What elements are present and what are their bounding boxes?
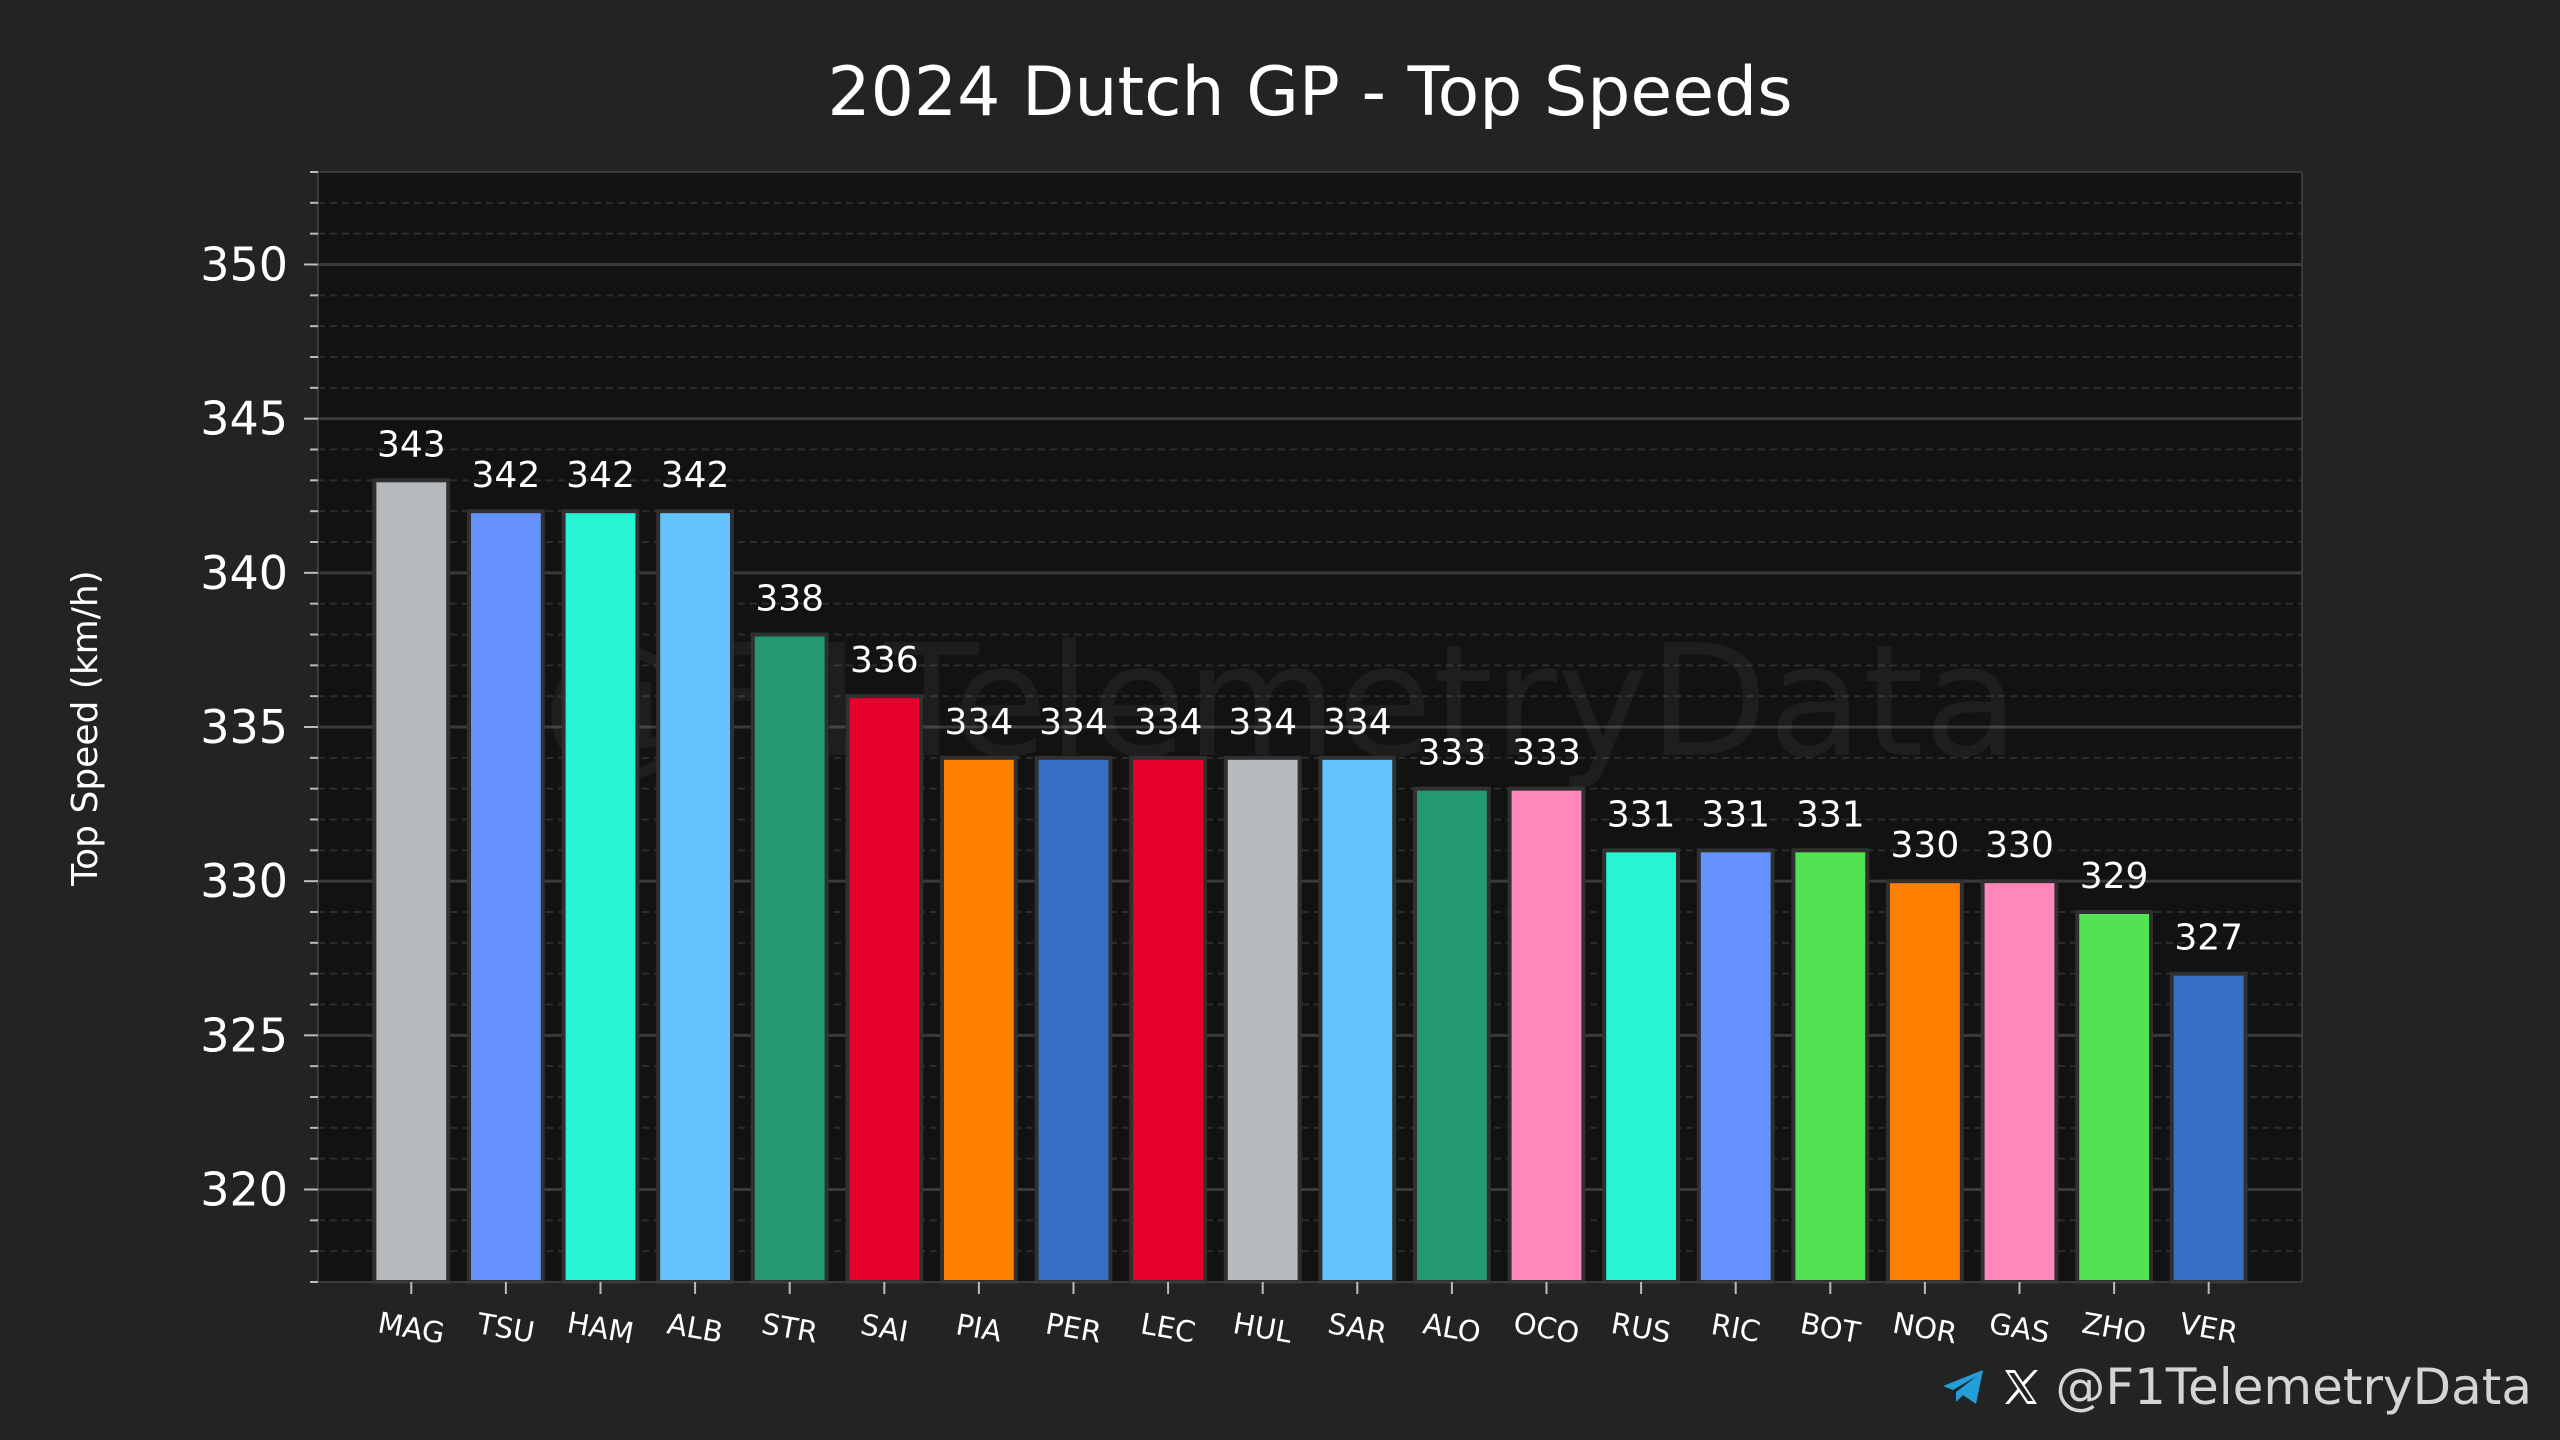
value-label: 331 xyxy=(1796,794,1865,835)
footer-credit: @F1TelemetryData xyxy=(1941,1352,2532,1422)
y-tick-label: 325 xyxy=(200,1008,288,1062)
bar-nor xyxy=(1886,879,1964,1285)
bar-mag xyxy=(372,478,451,1285)
bar-rus xyxy=(1602,848,1680,1284)
value-label: 343 xyxy=(377,424,446,465)
value-label: 342 xyxy=(566,455,635,496)
value-label: 338 xyxy=(755,579,824,620)
value-label: 331 xyxy=(1607,794,1676,835)
bar-pia xyxy=(940,755,1018,1284)
x-icon[interactable] xyxy=(2001,1367,2041,1407)
value-label: 333 xyxy=(1512,733,1581,774)
bar-str xyxy=(750,632,829,1284)
bar-hul xyxy=(1223,755,1302,1284)
value-label: 327 xyxy=(2174,918,2243,959)
bar-oco xyxy=(1507,786,1586,1285)
y-axis-label: Top Speed (km/h) xyxy=(65,570,106,886)
y-tick-label: 330 xyxy=(200,854,288,908)
bar-alb xyxy=(656,509,734,1284)
y-tick-label: 320 xyxy=(200,1163,288,1217)
footer-handle[interactable]: @F1TelemetryData xyxy=(2055,1358,2532,1416)
value-label: 333 xyxy=(1418,733,1487,774)
value-label: 330 xyxy=(1891,825,1960,866)
bar-ver xyxy=(2169,971,2248,1285)
y-axis: 320 325 330 335 340 345 350 xyxy=(200,171,2303,1283)
bar-tsu xyxy=(467,509,545,1284)
bar-sai xyxy=(845,694,924,1284)
value-label: 329 xyxy=(2080,856,2149,897)
value-label: 334 xyxy=(1134,702,1203,743)
chart-title: 2024 Dutch GP - Top Speeds xyxy=(827,53,1792,132)
x-tick-label: RIC xyxy=(1709,1307,1763,1349)
value-label: 331 xyxy=(1701,794,1770,835)
value-label: 342 xyxy=(472,455,541,496)
y-tick-label: 350 xyxy=(200,238,288,292)
value-label: 330 xyxy=(1985,825,2054,866)
value-labels: 343 342 342 342 338 336 334 334 334 334 334 333 333 3… xyxy=(377,424,2243,958)
bar-gas xyxy=(1980,879,2059,1285)
bars xyxy=(372,478,2248,1285)
value-label: 334 xyxy=(1323,702,1392,743)
bar-ham xyxy=(561,509,640,1284)
x-tick-label: PIA xyxy=(953,1307,1004,1348)
value-label: 334 xyxy=(1228,702,1297,743)
value-label: 334 xyxy=(945,702,1014,743)
bar-alo xyxy=(1413,786,1491,1285)
y-tick-label: 335 xyxy=(200,700,288,754)
x-tick-label: SAI xyxy=(858,1307,911,1349)
bar-lec xyxy=(1129,755,1207,1284)
value-label: 334 xyxy=(1039,702,1108,743)
value-label: 336 xyxy=(850,640,919,681)
bar-per xyxy=(1034,755,1113,1284)
value-label: 342 xyxy=(661,455,730,496)
grid xyxy=(318,171,2302,1283)
y-tick-label: 340 xyxy=(200,546,288,600)
bar-sar xyxy=(1318,755,1397,1284)
bar-ric xyxy=(1696,848,1775,1284)
y-tick-label: 345 xyxy=(200,392,288,446)
bar-bot xyxy=(1791,848,1870,1284)
bar-zho xyxy=(2075,910,2153,1284)
telegram-icon[interactable] xyxy=(1941,1367,1987,1407)
